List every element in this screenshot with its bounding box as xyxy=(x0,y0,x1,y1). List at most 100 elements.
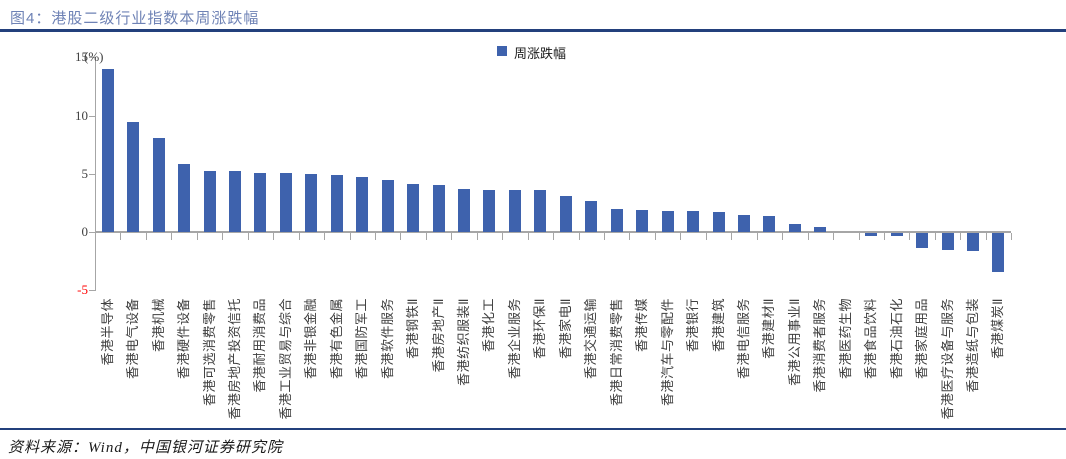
x-axis-label: 香港家庭用品 xyxy=(914,298,930,380)
x-axis-label: 香港房地产投资信托 xyxy=(226,298,242,420)
x-axis-tick xyxy=(909,233,911,240)
bar xyxy=(254,172,267,232)
x-axis-tick xyxy=(960,233,962,240)
x-axis-tick xyxy=(883,233,885,240)
x-axis-tick xyxy=(604,233,605,240)
x-axis-tick xyxy=(145,233,147,240)
x-axis-label: 香港汽车与零配件 xyxy=(659,298,675,407)
y-axis-tick-label: 15 xyxy=(75,49,88,65)
y-axis-line xyxy=(95,57,96,292)
x-axis-tick xyxy=(374,233,376,240)
bar xyxy=(407,184,420,232)
x-axis-tick xyxy=(171,233,173,240)
x-axis-tick xyxy=(425,233,427,240)
x-axis-label: 香港可选消费零售 xyxy=(201,298,217,407)
y-axis-tick-label: -5 xyxy=(77,282,88,298)
bar xyxy=(967,232,980,252)
x-axis-label: 香港非银金融 xyxy=(303,298,319,380)
bar xyxy=(178,164,191,232)
y-axis-tick xyxy=(89,232,95,233)
x-axis-label: 香港有色金属 xyxy=(328,298,344,380)
bar xyxy=(458,188,471,232)
y-axis-tick-label: 10 xyxy=(75,107,88,123)
footer-divider-rule xyxy=(0,428,1066,430)
y-axis-tick xyxy=(89,173,95,175)
x-axis-label: 香港半导体 xyxy=(99,298,115,366)
bar xyxy=(432,185,445,232)
bar xyxy=(534,190,547,232)
legend-swatch-icon xyxy=(497,46,507,56)
x-axis-tick xyxy=(985,233,987,240)
source-note: 资料来源：Wind，中国银河证券研究院 xyxy=(8,440,283,456)
x-axis-label: 香港交通运输 xyxy=(583,298,599,380)
x-axis-tick xyxy=(731,233,733,240)
x-axis-tick xyxy=(324,233,326,240)
x-axis-label: 香港造纸与包装 xyxy=(965,298,981,393)
x-axis-tick xyxy=(1011,233,1013,240)
title-divider-rule xyxy=(0,29,1066,32)
x-axis-label: 香港工业贸易与综合 xyxy=(277,298,293,420)
x-axis-label: 香港石油石化 xyxy=(888,298,904,380)
y-axis-unit-label: (%) xyxy=(84,49,104,65)
x-axis-tick xyxy=(502,233,504,240)
bar xyxy=(916,232,929,248)
x-axis-tick xyxy=(349,233,351,240)
x-axis-tick xyxy=(400,233,402,240)
x-axis-label: 香港耐用消费品 xyxy=(252,298,268,393)
bar xyxy=(305,173,318,232)
bar xyxy=(381,179,394,232)
bar xyxy=(865,232,878,236)
x-axis-tick xyxy=(680,233,682,240)
x-axis-tick xyxy=(858,233,860,240)
x-axis-label: 香港消费者服务 xyxy=(812,298,828,393)
bar xyxy=(203,171,216,232)
bar xyxy=(330,174,343,232)
bar xyxy=(814,227,827,232)
x-axis-label: 香港传媒 xyxy=(634,298,650,353)
x-axis-tick xyxy=(833,233,835,240)
x-axis-label: 香港化工 xyxy=(481,298,497,353)
x-axis-label: 香港日常消费零售 xyxy=(608,298,624,407)
bar xyxy=(508,190,521,232)
x-axis-tick xyxy=(273,233,275,240)
x-axis-tick xyxy=(629,233,631,240)
x-axis-line xyxy=(95,230,1012,233)
x-axis-tick xyxy=(705,233,707,240)
bar xyxy=(127,122,140,232)
x-axis-tick xyxy=(578,233,580,240)
x-axis-tick xyxy=(120,233,122,240)
bar xyxy=(279,172,292,232)
x-axis-label: 香港房地产Ⅱ xyxy=(430,298,446,373)
x-axis-label: 香港食品饮料 xyxy=(863,298,879,380)
bar xyxy=(687,211,700,232)
y-axis-tick-label: 5 xyxy=(81,165,89,181)
bar xyxy=(661,211,674,232)
bar xyxy=(152,137,165,232)
x-axis-tick xyxy=(807,233,809,240)
x-axis-label: 香港建材Ⅱ xyxy=(761,298,777,359)
x-axis-tick xyxy=(222,233,224,240)
x-axis-label: 香港钢铁Ⅱ xyxy=(405,298,421,359)
y-axis-tick xyxy=(89,115,95,117)
x-axis-label: 香港银行 xyxy=(685,298,701,353)
x-axis-label: 香港电气设备 xyxy=(125,298,141,380)
x-axis-tick xyxy=(95,233,96,240)
y-axis-tick-label: 0 xyxy=(81,224,89,239)
x-axis-label: 香港国防军工 xyxy=(354,298,370,380)
bar xyxy=(941,232,954,250)
x-axis-label: 香港电信服务 xyxy=(735,298,751,380)
y-axis-tick xyxy=(89,57,95,59)
x-axis-tick xyxy=(553,233,555,240)
bar xyxy=(559,195,572,232)
legend-label: 周涨跌幅 xyxy=(514,46,567,61)
bar xyxy=(610,208,623,232)
bar xyxy=(992,232,1005,273)
x-axis-label: 香港医疗设备与服务 xyxy=(939,298,955,420)
x-axis-label: 香港纺织服装Ⅱ xyxy=(456,298,472,386)
y-axis-tick xyxy=(89,290,95,292)
bar xyxy=(890,232,903,236)
x-axis-tick xyxy=(782,233,784,240)
x-axis-label: 香港机械 xyxy=(150,298,166,353)
bar xyxy=(228,171,241,232)
